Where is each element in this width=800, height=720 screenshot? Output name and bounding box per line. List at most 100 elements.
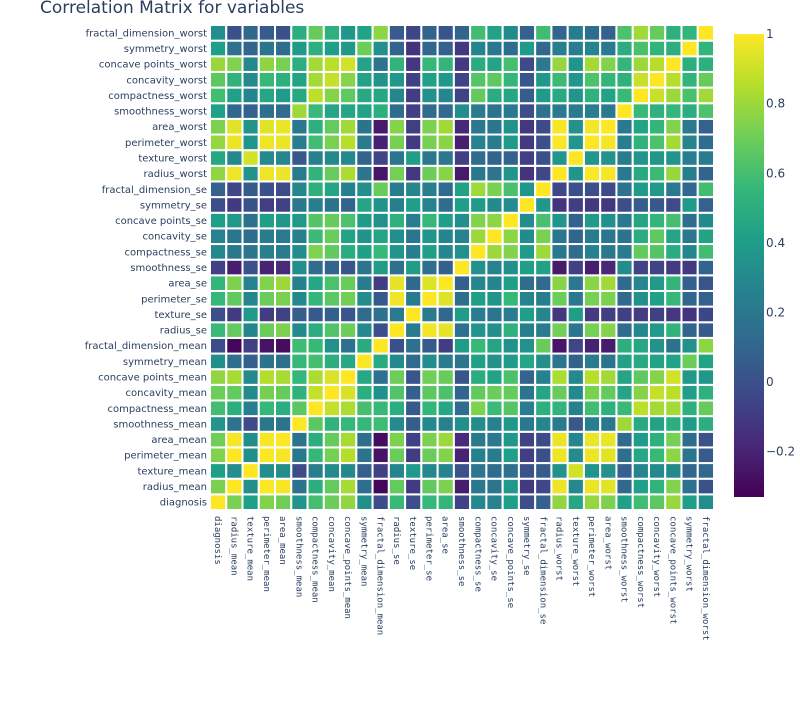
heatmap-cell-6-21 (550, 399, 569, 418)
heatmap-cell-24-19 (517, 117, 537, 136)
heatmap-cell-5-22 (566, 415, 585, 433)
heatmap-cell-22-17 (485, 149, 504, 167)
heatmap-cell-27-22 (566, 70, 585, 89)
heatmap-cell-30-0 (209, 24, 228, 42)
heatmap-cell-6-15 (452, 399, 472, 418)
heatmap-cell-24-14 (436, 117, 455, 136)
heatmap-cell-19-15 (452, 196, 472, 214)
heatmap-cell-27-11 (387, 70, 407, 89)
heatmap-cell-13-10 (371, 289, 390, 308)
heatmap-cell-28-11 (387, 55, 407, 73)
heatmap-cell-26-17 (485, 86, 504, 105)
y-tick-label: concave points_worst (99, 60, 207, 71)
heatmap-cell-1-26 (631, 477, 650, 496)
heatmap-cell-12-1 (225, 305, 244, 324)
y-tick-label: symmetry_mean (123, 357, 207, 368)
heatmap-cell-19-3 (257, 196, 277, 214)
heatmap-cell-15-21 (550, 258, 569, 277)
heatmap-cell-16-11 (387, 243, 407, 261)
heatmap-cell-18-2 (241, 211, 260, 230)
heatmap-cell-7-23 (582, 383, 602, 402)
y-tick-label: area_se (168, 279, 207, 290)
heatmap-cell-3-29 (680, 446, 699, 465)
heatmap-cell-7-15 (452, 383, 472, 402)
heatmap-cell-7-30 (696, 383, 715, 402)
y-tick-label: texture_mean (138, 466, 207, 477)
heatmap-cell-10-26 (631, 336, 650, 355)
heatmap-cell-30-26 (631, 24, 650, 42)
heatmap-cell-13-25 (615, 289, 634, 308)
heatmap-cell-21-1 (225, 164, 244, 183)
heatmap-cell-5-1 (225, 415, 244, 433)
heatmap-cell-2-4 (274, 462, 293, 480)
heatmap-cell-9-14 (436, 352, 455, 371)
heatmap-cell-22-20 (534, 149, 553, 167)
heatmap-cell-0-2 (241, 493, 260, 512)
heatmap-cell-1-10 (371, 477, 390, 496)
heatmap-cell-4-17 (485, 430, 504, 449)
heatmap-cell-14-20 (534, 274, 553, 292)
heatmap-cell-17-24 (599, 227, 618, 246)
heatmap-cell-0-15 (452, 493, 472, 512)
heatmap-cell-11-16 (469, 321, 488, 339)
colorbar-tick-label: 0.8 (766, 97, 785, 111)
heatmap-cell-21-3 (257, 164, 277, 183)
heatmap-cell-6-4 (274, 399, 293, 418)
heatmap-cell-17-30 (696, 227, 715, 246)
heatmap-cell-16-15 (452, 243, 472, 261)
heatmap-cell-11-24 (599, 321, 618, 339)
heatmap-cell-0-28 (664, 493, 683, 512)
heatmap-cell-11-21 (550, 321, 569, 339)
heatmap-cell-2-10 (371, 462, 390, 480)
heatmap-cell-8-1 (225, 368, 244, 386)
heatmap-cell-10-9 (355, 336, 374, 355)
heatmap-cell-13-19 (517, 289, 537, 308)
heatmap-cell-18-10 (371, 211, 390, 230)
heatmap-cell-5-14 (436, 415, 455, 433)
heatmap-cell-18-12 (404, 211, 423, 230)
heatmap-cell-22-15 (452, 149, 472, 167)
heatmap-cell-20-0 (209, 180, 228, 199)
heatmap-cell-6-19 (517, 399, 537, 418)
y-tick-label: concavity_mean (126, 388, 207, 399)
heatmap-cell-1-21 (550, 477, 569, 496)
heatmap-cell-15-30 (696, 258, 715, 277)
heatmap-cell-22-14 (436, 149, 455, 167)
heatmap-cell-22-2 (241, 149, 260, 167)
heatmap-cell-20-21 (550, 180, 569, 199)
heatmap-cell-16-8 (339, 243, 358, 261)
heatmap-cell-28-14 (436, 55, 455, 73)
y-tick-label: concavity_se (143, 232, 207, 243)
heatmap-cell-15-23 (582, 258, 602, 277)
heatmap-cell-12-27 (647, 305, 667, 324)
heatmap-cell-23-14 (436, 133, 455, 152)
heatmap-cell-7-14 (436, 383, 455, 402)
heatmap-cell-10-28 (664, 336, 683, 355)
heatmap-cell-5-0 (209, 415, 228, 433)
heatmap-cell-11-6 (306, 321, 325, 339)
heatmap-cell-16-29 (680, 243, 699, 261)
heatmap-cell-27-30 (696, 70, 715, 89)
heatmap-cell-26-22 (566, 86, 585, 105)
heatmap-cell-1-6 (306, 477, 325, 496)
heatmap-cell-22-0 (209, 149, 228, 167)
heatmap-cell-30-22 (566, 24, 585, 42)
heatmap-cell-20-20 (534, 180, 553, 199)
heatmap-cell-19-28 (664, 196, 683, 214)
heatmap-cell-9-21 (550, 352, 569, 371)
heatmap-cell-2-6 (306, 462, 325, 480)
heatmap-cell-29-17 (485, 39, 504, 58)
heatmap-cell-25-0 (209, 102, 228, 120)
heatmap-cell-10-19 (517, 336, 537, 355)
y-tick-label: compactness_se (124, 247, 207, 258)
heatmap-cell-21-28 (664, 164, 683, 183)
heatmap-cell-27-16 (469, 70, 488, 89)
heatmap-cell-23-24 (599, 133, 618, 152)
heatmap-cell-10-2 (241, 336, 260, 355)
heatmap-cell-1-13 (420, 477, 439, 496)
heatmap-cell-23-17 (485, 133, 504, 152)
heatmap-cell-10-17 (485, 336, 504, 355)
heatmap-cell-18-13 (420, 211, 439, 230)
heatmap-cell-21-26 (631, 164, 650, 183)
heatmap-cell-14-3 (257, 274, 277, 292)
